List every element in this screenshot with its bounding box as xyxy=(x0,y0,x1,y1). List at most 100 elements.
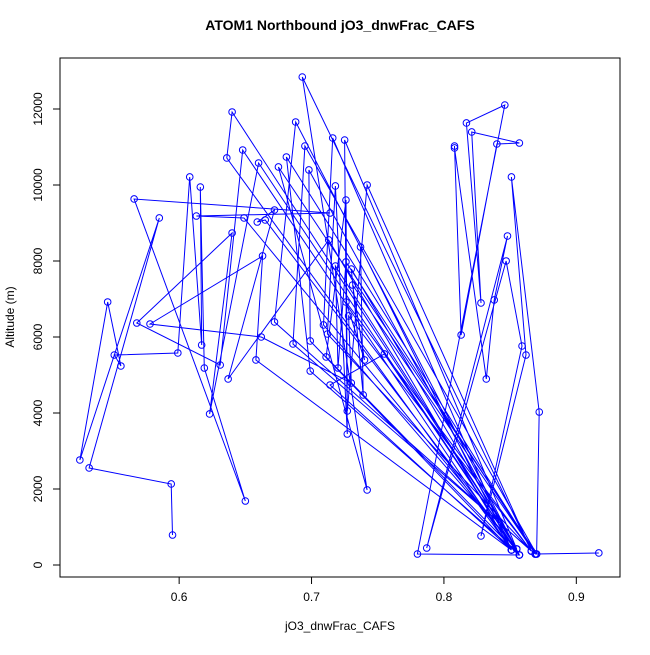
data-point xyxy=(167,480,176,488)
data-point xyxy=(289,340,297,348)
data-point xyxy=(205,410,214,418)
data-point xyxy=(305,166,313,174)
data-point xyxy=(359,391,367,399)
data-point xyxy=(197,341,206,349)
data-point xyxy=(344,312,353,320)
data-point xyxy=(253,218,262,226)
x-tick-label: 0.8 xyxy=(436,590,453,604)
data-point xyxy=(224,375,232,383)
data-point xyxy=(240,214,248,222)
data-point xyxy=(342,196,350,204)
data-point xyxy=(595,549,603,557)
data-point xyxy=(306,337,315,345)
data-point xyxy=(241,497,250,505)
data-point xyxy=(168,531,177,539)
data-point xyxy=(130,195,138,203)
data-point xyxy=(477,299,485,307)
data-point xyxy=(200,364,209,372)
data-point xyxy=(380,350,389,358)
data-point xyxy=(254,159,263,167)
data-point xyxy=(322,353,330,361)
data-point xyxy=(146,320,154,328)
data-point xyxy=(155,214,164,222)
y-tick-label: 6000 xyxy=(31,323,45,350)
data-point xyxy=(110,351,119,359)
data-point xyxy=(323,330,332,338)
data-point xyxy=(490,296,499,304)
data-point xyxy=(413,550,422,558)
data-point xyxy=(535,408,544,416)
data-point xyxy=(270,206,279,214)
data-point xyxy=(347,379,356,387)
data-point xyxy=(326,381,334,389)
data-point xyxy=(257,333,266,341)
data-point xyxy=(270,318,279,326)
data-point xyxy=(216,361,224,369)
data-point xyxy=(482,375,491,383)
data-point xyxy=(85,464,93,472)
data-point xyxy=(331,182,340,190)
data-point xyxy=(347,265,356,273)
data-point xyxy=(76,456,84,464)
data-point xyxy=(252,356,260,364)
data-point xyxy=(238,146,247,154)
chart-title: ATOM1 Northbound jO3_dnwFrac_CAFS xyxy=(205,17,474,33)
y-tick-label: 4000 xyxy=(31,399,45,426)
data-point xyxy=(132,319,141,327)
data-point xyxy=(422,544,431,552)
data-point xyxy=(258,252,267,260)
y-axis-label: Altitude (m) xyxy=(3,286,17,347)
data-point xyxy=(228,229,236,237)
data-point xyxy=(298,73,307,81)
data-point xyxy=(343,430,352,438)
data-point xyxy=(185,173,194,181)
data-point xyxy=(117,362,125,370)
y-tick-label: 2000 xyxy=(31,475,45,502)
data-point xyxy=(334,364,342,372)
y-tick-label: 8000 xyxy=(31,247,45,274)
data-point xyxy=(356,243,365,251)
data-point xyxy=(319,321,328,329)
data-point xyxy=(502,257,510,265)
data-point xyxy=(328,134,337,142)
plot-box xyxy=(59,57,621,578)
data-point xyxy=(507,173,516,181)
y-tick-label: 12000 xyxy=(31,92,45,126)
data-point xyxy=(462,119,471,127)
data-point xyxy=(515,139,524,147)
x-tick-label: 0.6 xyxy=(171,590,188,604)
data-point xyxy=(223,154,231,162)
data-point xyxy=(192,212,201,220)
data-point xyxy=(174,349,182,357)
data-point xyxy=(342,258,350,266)
data-point xyxy=(507,546,516,554)
data-point xyxy=(331,262,340,270)
data-point xyxy=(261,216,270,224)
data-point xyxy=(457,331,465,339)
data-line xyxy=(79,76,599,556)
data-point xyxy=(343,407,352,415)
data-point xyxy=(103,298,112,306)
y-tick-label: 10000 xyxy=(31,168,45,202)
data-point xyxy=(196,183,205,191)
data-point xyxy=(531,550,540,558)
data-point xyxy=(340,136,349,144)
data-point xyxy=(363,486,371,494)
data-point xyxy=(324,236,333,244)
data-point xyxy=(515,551,524,559)
data-point xyxy=(348,281,357,289)
data-point xyxy=(477,532,485,540)
data-point xyxy=(522,351,530,359)
y-tick-label: 0 xyxy=(31,561,45,568)
data-point xyxy=(291,118,300,126)
data-point xyxy=(501,101,509,109)
data-point xyxy=(467,128,476,136)
data-point xyxy=(301,142,309,150)
data-point xyxy=(282,153,291,161)
data-point xyxy=(518,342,526,350)
data-point xyxy=(493,140,501,148)
data-point xyxy=(342,298,350,306)
x-tick-label: 0.7 xyxy=(303,590,320,604)
data-point xyxy=(306,367,315,375)
data-point xyxy=(326,209,334,217)
